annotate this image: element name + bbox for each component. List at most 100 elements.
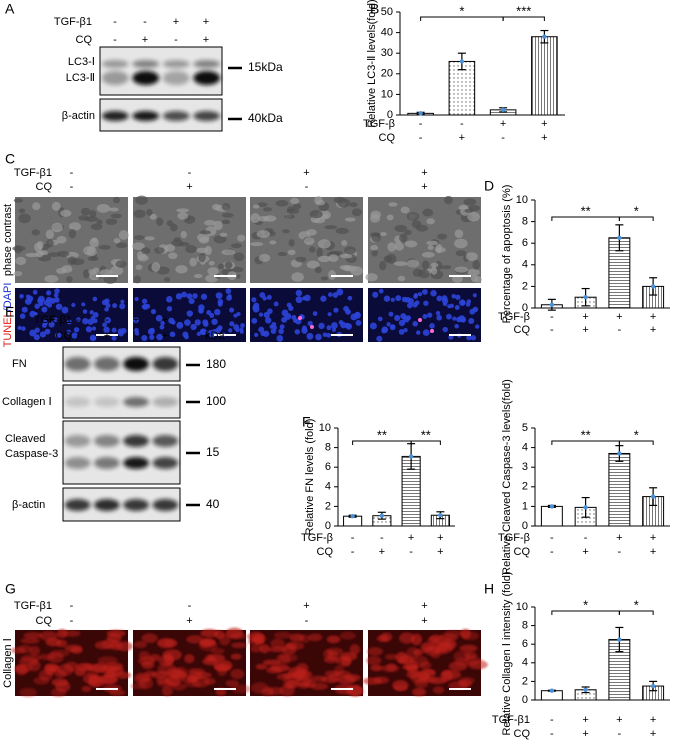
nucleus: [458, 299, 466, 306]
nucleus: [168, 317, 175, 324]
nucleus: [251, 317, 258, 324]
nucleus: [273, 301, 279, 307]
cell: [328, 254, 339, 263]
row-sign: +: [203, 34, 209, 46]
cell: [404, 229, 412, 235]
y-tick-label: 20: [381, 68, 393, 80]
cell: [320, 276, 329, 281]
cell: [287, 249, 296, 256]
blot-band: [123, 435, 149, 447]
nucleus: [423, 300, 429, 306]
cell: [25, 252, 39, 258]
cell: [83, 245, 96, 256]
cell: [252, 633, 267, 644]
row-sign: +: [582, 728, 588, 740]
nucleus: [468, 318, 475, 325]
nucleus: [449, 303, 454, 309]
cell: [229, 632, 247, 640]
cell: [132, 242, 145, 251]
cell: [367, 646, 383, 656]
significance-label: **: [581, 203, 591, 218]
nucleus: [441, 295, 448, 302]
nucleus: [435, 310, 441, 316]
row-label: CQ: [379, 132, 396, 144]
cell: [464, 208, 473, 213]
row-label: CQ: [36, 181, 53, 193]
cell: [200, 628, 219, 638]
nucleus: [82, 317, 89, 325]
cell: [33, 676, 50, 685]
nucleus: [198, 308, 204, 314]
cell: [106, 633, 122, 643]
cell: [184, 654, 195, 664]
nucleus: [315, 333, 322, 341]
cell: [180, 230, 187, 239]
row-sign: +: [500, 118, 506, 130]
nucleus: [39, 331, 47, 338]
row-label: TGF-β: [498, 311, 530, 323]
nucleus: [269, 324, 274, 329]
y-tick-label: 8: [522, 620, 528, 632]
nucleus: [240, 323, 245, 328]
row-sign: -: [113, 34, 117, 46]
cell: [199, 230, 211, 235]
cell: [29, 645, 41, 657]
cell: [465, 252, 478, 262]
nucleus: [229, 307, 235, 313]
cell: [146, 208, 153, 216]
y-axis-label: Relative Cleaved Caspase-3 levels(fold): [501, 379, 513, 575]
row-sign: -: [305, 615, 309, 627]
cell: [230, 668, 245, 680]
cell: [96, 219, 103, 225]
blot-band: [152, 357, 179, 371]
row-sign: +: [303, 167, 309, 179]
nucleus: [405, 315, 411, 321]
cell: [399, 632, 415, 644]
bar: [540, 505, 563, 527]
cell: [435, 243, 443, 254]
cell: [349, 202, 358, 208]
cell: [402, 664, 419, 671]
nucleus: [236, 311, 241, 317]
y-tick-label: 6: [325, 461, 331, 473]
cell: [213, 220, 223, 231]
mean-point: [549, 688, 555, 693]
blot: [62, 420, 181, 485]
tunel-dot: [418, 318, 422, 322]
row-sign: +: [421, 600, 427, 612]
row-sign: -: [70, 600, 74, 612]
panel-letter: H: [484, 581, 494, 597]
cell: [317, 255, 331, 263]
nucleus: [413, 293, 418, 298]
y-tick-label: 40: [381, 27, 393, 39]
nucleus: [101, 299, 108, 306]
cell: [444, 630, 464, 637]
cell: [419, 661, 432, 670]
cell: [105, 218, 118, 225]
blot-band: [123, 457, 149, 469]
nucleus: [182, 331, 189, 338]
cell: [384, 653, 398, 660]
row-sign: -: [409, 546, 413, 558]
nucleus: [422, 289, 428, 295]
cell: [68, 228, 77, 239]
cell: [169, 670, 188, 679]
blot-band: [101, 60, 129, 68]
cell: [421, 251, 435, 258]
cell: [341, 239, 348, 247]
row-sign: +: [541, 132, 547, 144]
nucleus: [141, 334, 148, 342]
nucleus: [141, 304, 147, 310]
cell: [97, 656, 118, 665]
cell: [250, 644, 263, 653]
nucleus: [165, 296, 173, 303]
panel-letter: B: [370, 1, 379, 17]
cell: [66, 276, 73, 283]
band-label: Collagen Ⅰ: [2, 396, 52, 408]
row-sign: -: [460, 118, 464, 130]
significance-label: **: [581, 427, 591, 442]
nucleus: [372, 291, 379, 298]
nucleus: [398, 319, 406, 327]
nucleus: [55, 303, 63, 310]
row-sign: -: [618, 728, 622, 740]
